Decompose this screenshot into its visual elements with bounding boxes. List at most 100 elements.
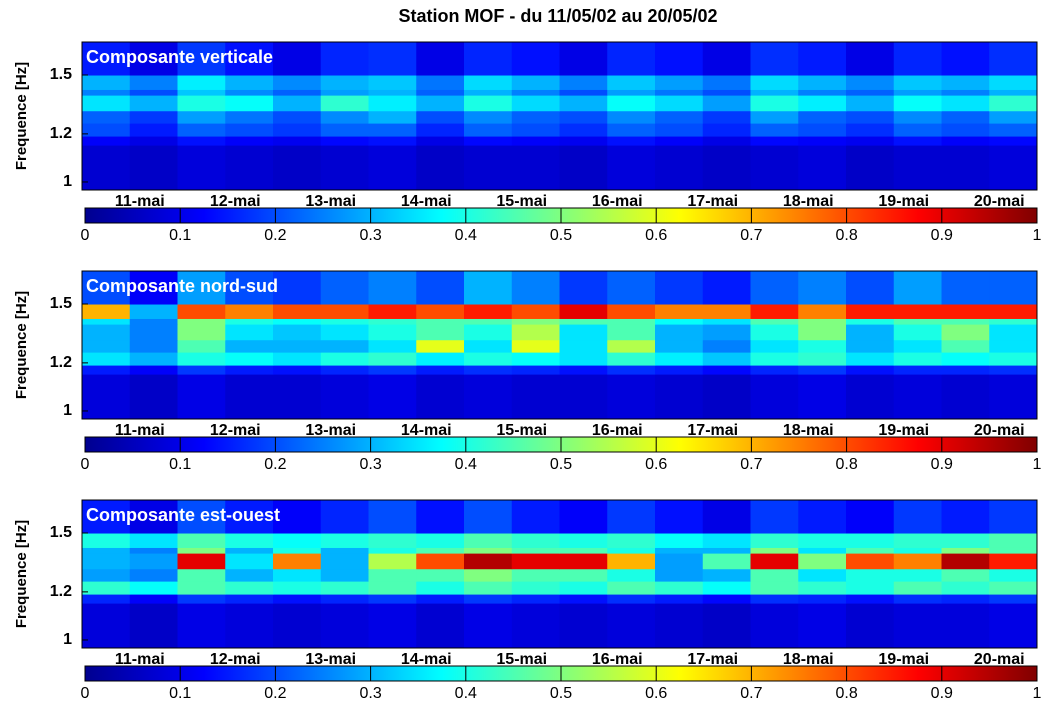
heatmap-cell [416, 318, 465, 325]
colorbar-tick-label: 0 [81, 456, 90, 473]
heatmap-cell [893, 365, 942, 375]
heatmap-cell [893, 89, 942, 96]
heatmap-cell [273, 95, 322, 112]
heatmap-cell [82, 318, 131, 325]
heatmap-cell [607, 145, 656, 191]
heatmap-cell [607, 324, 656, 341]
heatmap-cell [129, 318, 178, 325]
x-tick-label: 18-mai [783, 193, 834, 210]
heatmap-cell [129, 547, 178, 554]
heatmap-cell [798, 318, 847, 325]
heatmap-cell [273, 324, 322, 341]
plot-frame [81, 41, 1038, 191]
x-tick-label: 20-mai [974, 651, 1025, 668]
heatmap-cell [368, 547, 417, 554]
heatmap-cell [177, 365, 226, 375]
heatmap-cell [416, 89, 465, 96]
heatmap-cell [416, 374, 465, 420]
heatmap-cell [559, 95, 608, 112]
heatmap-cell [82, 324, 131, 341]
y-tick-label: 1 [63, 402, 72, 419]
heatmap-cell [177, 603, 226, 649]
heatmap-cell [511, 304, 560, 319]
heatmap-cell [750, 123, 799, 137]
y-axis-label: Frequence [Hz] [13, 520, 30, 628]
heatmap-cell [368, 95, 417, 112]
heatmap-cell [511, 324, 560, 341]
heatmap-cell [511, 95, 560, 112]
heatmap-cell [464, 75, 513, 90]
heatmap-cell [129, 352, 178, 366]
heatmap-cell [702, 304, 751, 319]
heatmap-cell [177, 136, 226, 146]
heatmap-cell [607, 594, 656, 604]
heatmap-cell [607, 547, 656, 554]
heatmap-cell [750, 581, 799, 595]
heatmap-cell [177, 594, 226, 604]
heatmap-cell [129, 304, 178, 319]
heatmap-cell [225, 581, 274, 595]
colorbar-tick-label: 1 [1033, 456, 1042, 473]
heatmap-cell [798, 500, 847, 534]
heatmap-cell [464, 339, 513, 353]
heatmap-cell [941, 318, 990, 325]
heatmap-cell [416, 271, 465, 305]
heatmap-cell [82, 568, 131, 582]
x-tick-label: 19-mai [878, 651, 929, 668]
heatmap-cell [893, 324, 942, 341]
heatmap-cell [989, 352, 1038, 366]
heatmap-cell [273, 568, 322, 582]
heatmap-cell [559, 374, 608, 420]
heatmap-cell [177, 568, 226, 582]
heatmap-cell [846, 547, 895, 554]
heatmap-cell [846, 500, 895, 534]
heatmap-cell [177, 95, 226, 112]
heatmap-cell [655, 500, 704, 534]
heatmap-cell [320, 547, 369, 554]
heatmap-cell [225, 42, 274, 76]
heatmap-cell [511, 365, 560, 375]
heatmap-cell [989, 318, 1038, 325]
x-tick-label: 18-mai [783, 651, 834, 668]
heatmap-cell [989, 603, 1038, 649]
heatmap-cell [225, 365, 274, 375]
heatmap-cell [368, 318, 417, 325]
heatmap-cell [941, 271, 990, 305]
heatmap-cell [368, 568, 417, 582]
heatmap-cell [464, 603, 513, 649]
heatmap-cell [416, 304, 465, 319]
heatmap-cell [750, 365, 799, 375]
heatmap-cell [846, 304, 895, 319]
heatmap-cell [559, 123, 608, 137]
heatmap-cell [368, 594, 417, 604]
heatmap-cell [941, 89, 990, 96]
heatmap-cell [846, 533, 895, 548]
heatmap-cell [82, 603, 131, 649]
heatmap-cell [559, 533, 608, 548]
heatmap-cell [464, 365, 513, 375]
heatmap-cell [655, 95, 704, 112]
heatmap-cell [798, 42, 847, 76]
heatmap-cell [320, 365, 369, 375]
heatmap-cell [368, 123, 417, 137]
heatmap-cell [273, 581, 322, 595]
heatmap-cell [989, 568, 1038, 582]
heatmap-cell [511, 553, 560, 570]
heatmap-cell [559, 365, 608, 375]
heatmap-cell [893, 533, 942, 548]
x-tick-label: 17-mai [687, 193, 738, 210]
x-tick-label: 15-mai [496, 651, 547, 668]
heatmap-cell [511, 339, 560, 353]
heatmap-cell [82, 123, 131, 137]
heatmap-cell [893, 136, 942, 146]
heatmap-cell [273, 533, 322, 548]
heatmap-cell [82, 95, 131, 112]
heatmap-cell [416, 553, 465, 570]
heatmap-cell [846, 75, 895, 90]
heatmap-cell [798, 123, 847, 137]
heatmap-cell [655, 123, 704, 137]
x-tick-label: 12-mai [210, 651, 261, 668]
heatmap-cell [225, 123, 274, 137]
heatmap-cell [320, 339, 369, 353]
heatmap-cell [893, 110, 942, 124]
